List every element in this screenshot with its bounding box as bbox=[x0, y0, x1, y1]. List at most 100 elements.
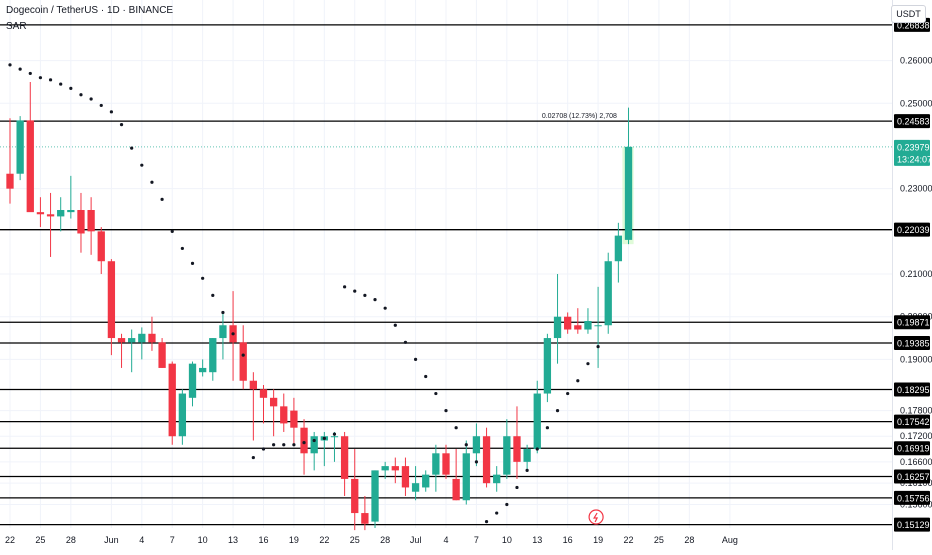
candle[interactable] bbox=[259, 389, 268, 398]
sar-dot bbox=[89, 97, 93, 101]
candle[interactable] bbox=[67, 210, 75, 213]
candle[interactable] bbox=[381, 466, 389, 471]
sar-dot bbox=[535, 447, 539, 451]
y-tick-label: 0.25000 bbox=[900, 98, 932, 108]
sar-dot bbox=[393, 323, 397, 327]
sar-dot bbox=[444, 409, 448, 413]
candle[interactable] bbox=[493, 474, 501, 484]
candle[interactable] bbox=[564, 316, 572, 330]
candle[interactable] bbox=[188, 363, 197, 398]
candle[interactable] bbox=[411, 483, 420, 492]
candle[interactable] bbox=[199, 367, 207, 373]
candle[interactable] bbox=[442, 453, 450, 475]
symbol-title[interactable]: Dogecoin / TetherUS · 1D · BINANCE bbox=[6, 5, 174, 16]
candle[interactable] bbox=[310, 436, 318, 454]
sar-dot bbox=[515, 485, 519, 490]
candle[interactable] bbox=[280, 406, 288, 424]
sar-dot bbox=[474, 460, 479, 464]
sar-dot bbox=[555, 409, 560, 413]
level-price-tag bbox=[894, 222, 930, 237]
candle[interactable] bbox=[462, 453, 470, 501]
sar-dot bbox=[586, 362, 590, 366]
candle[interactable] bbox=[391, 466, 399, 471]
candle[interactable] bbox=[533, 393, 541, 450]
y-tick-label: 0.23000 bbox=[900, 184, 932, 194]
candle[interactable] bbox=[117, 338, 126, 343]
sar-dot bbox=[180, 246, 184, 251]
candle[interactable] bbox=[178, 393, 187, 437]
x-tick-label: 25 bbox=[35, 535, 45, 545]
x-tick-label: 7 bbox=[170, 535, 175, 545]
candle[interactable] bbox=[87, 210, 95, 232]
candle[interactable] bbox=[543, 338, 552, 394]
candle[interactable] bbox=[523, 449, 531, 462]
candle[interactable] bbox=[614, 235, 623, 262]
candle[interactable] bbox=[239, 342, 247, 381]
candle[interactable] bbox=[340, 436, 349, 479]
x-tick-label: 28 bbox=[380, 535, 390, 545]
sar-dot bbox=[322, 436, 326, 440]
sar-dot bbox=[292, 443, 296, 447]
sar-dot bbox=[302, 441, 306, 445]
candle[interactable] bbox=[361, 513, 369, 524]
sar-dot bbox=[18, 67, 22, 71]
candle[interactable] bbox=[401, 466, 410, 488]
sar-dot bbox=[28, 71, 32, 76]
event-marker-icon[interactable] bbox=[588, 509, 604, 525]
x-tick-label: Jun bbox=[104, 535, 119, 545]
sar-dot bbox=[282, 443, 286, 447]
candle[interactable] bbox=[269, 397, 278, 407]
candle[interactable] bbox=[219, 325, 227, 339]
candle[interactable] bbox=[158, 342, 166, 368]
candle[interactable] bbox=[6, 173, 14, 189]
currency-button[interactable]: USDT bbox=[891, 5, 926, 23]
sar-dot bbox=[190, 261, 195, 265]
sar-dot bbox=[69, 86, 73, 90]
level-price-label: 0.18295 bbox=[897, 385, 930, 395]
candle[interactable] bbox=[472, 436, 481, 454]
candle[interactable] bbox=[594, 325, 602, 327]
candle[interactable] bbox=[290, 410, 298, 428]
x-tick-label: 13 bbox=[228, 535, 238, 545]
candle[interactable] bbox=[16, 120, 24, 174]
x-tick-label: 28 bbox=[684, 535, 694, 545]
candle[interactable] bbox=[432, 453, 440, 475]
candle[interactable] bbox=[209, 338, 217, 373]
candle[interactable] bbox=[97, 231, 105, 262]
y-tick-label: 0.17200 bbox=[900, 431, 932, 441]
current-price-tag bbox=[894, 139, 930, 166]
candle[interactable] bbox=[624, 146, 633, 240]
candle[interactable] bbox=[46, 214, 55, 217]
candle[interactable] bbox=[330, 436, 339, 438]
candle[interactable] bbox=[57, 210, 65, 217]
candle[interactable] bbox=[513, 436, 521, 462]
candle[interactable] bbox=[138, 333, 146, 343]
sar-dot bbox=[48, 78, 53, 82]
candle[interactable] bbox=[168, 363, 176, 437]
candle[interactable] bbox=[107, 261, 116, 339]
indicator-label[interactable]: SAR bbox=[6, 21, 27, 32]
x-tick-label: 16 bbox=[258, 535, 268, 545]
candle[interactable] bbox=[584, 320, 592, 330]
candle[interactable] bbox=[482, 436, 491, 484]
candle[interactable] bbox=[128, 338, 136, 343]
candle[interactable] bbox=[26, 120, 34, 213]
candle[interactable] bbox=[77, 210, 85, 234]
candle[interactable] bbox=[371, 470, 379, 522]
candle[interactable] bbox=[422, 474, 430, 488]
candle[interactable] bbox=[574, 325, 582, 330]
sar-dot bbox=[363, 293, 367, 297]
candle[interactable] bbox=[300, 427, 308, 454]
candle[interactable] bbox=[36, 212, 45, 215]
sar-dot bbox=[332, 432, 337, 436]
candle[interactable] bbox=[249, 380, 257, 390]
candle[interactable] bbox=[503, 436, 511, 475]
candle[interactable] bbox=[553, 316, 562, 339]
candle[interactable] bbox=[452, 478, 460, 501]
candle[interactable] bbox=[351, 478, 359, 514]
candle[interactable] bbox=[148, 333, 156, 343]
level-price-label: 0.22039 bbox=[897, 225, 930, 235]
candle[interactable] bbox=[604, 261, 612, 326]
